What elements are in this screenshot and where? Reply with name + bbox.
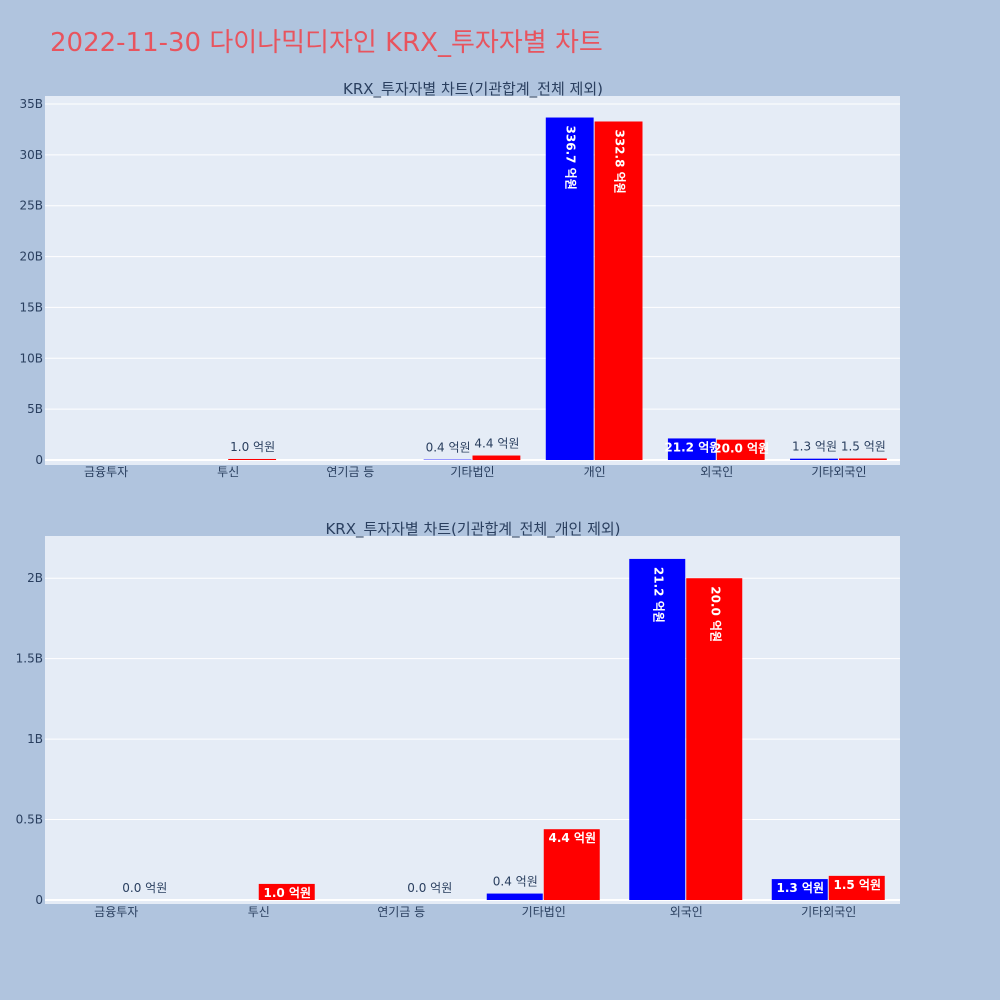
data-label: 1.5 억원 (841, 439, 886, 453)
bar (258, 883, 315, 900)
y-tick-label: 2B (27, 571, 43, 585)
y-tick-label: 25B (19, 199, 43, 213)
y-tick-label: 1B (27, 732, 43, 746)
x-tick-label: 금융투자 (94, 905, 138, 919)
bar (486, 893, 543, 900)
bar (686, 578, 743, 900)
y-tick-label: 0.5B (16, 813, 43, 827)
y-tick-label: 35B (19, 97, 43, 111)
data-label: 1.3 억원 (776, 881, 824, 895)
data-label: 332.8 억원 (613, 129, 627, 193)
data-label: 1.0 억원 (263, 886, 311, 900)
bar (667, 438, 716, 460)
data-label: 4.4 억원 (474, 437, 519, 451)
y-tick-label: 5B (27, 402, 43, 416)
bar (771, 879, 828, 900)
x-tick-label: 기타외국인 (811, 465, 866, 479)
data-label: 0.0 억원 (407, 881, 452, 895)
data-label: 20.0 억원 (708, 586, 722, 642)
x-tick-label: 기타외국인 (801, 905, 856, 919)
y-tick-label: 10B (19, 351, 43, 365)
data-label: 0.4 억원 (493, 875, 538, 889)
x-tick-label: 투신 (217, 465, 239, 479)
x-tick-label: 기타법인 (522, 905, 566, 919)
bar (543, 829, 600, 900)
x-tick-label: 연기금 등 (326, 465, 374, 479)
x-tick-label: 금융투자 (84, 465, 128, 479)
bar (472, 455, 521, 460)
x-tick-label: 개인 (584, 465, 606, 479)
y-tick-label: 30B (19, 148, 43, 162)
plot-area (45, 536, 900, 904)
data-label: 20.0 억원 (713, 442, 769, 456)
x-tick-label: 연기금 등 (377, 905, 425, 919)
data-label: 0.0 억원 (122, 881, 167, 895)
bar (828, 875, 885, 900)
x-tick-label: 외국인 (700, 465, 733, 479)
data-label: 4.4 억원 (548, 831, 596, 845)
x-tick-label: 외국인 (670, 905, 703, 919)
y-tick-label: 1.5B (16, 652, 43, 666)
y-tick-label: 0 (35, 893, 43, 907)
data-label: 1.3 억원 (792, 440, 837, 454)
bar (790, 458, 838, 460)
data-label: 0.4 억원 (426, 441, 471, 455)
bar (594, 121, 643, 460)
data-label: 21.2 억원 (664, 440, 720, 454)
bar (629, 558, 686, 900)
plot-area (45, 96, 900, 465)
y-tick-label: 15B (19, 300, 43, 314)
y-tick-label: 0 (35, 453, 43, 467)
y-tick-label: 20B (19, 250, 43, 264)
bar (228, 458, 277, 460)
page-title: 2022-11-30 다이나믹디자인 KRX_투자자별 차트 (50, 28, 603, 58)
bar (545, 117, 594, 460)
chart-title: KRX_투자자별 차트(기관합계_전체_개인 제외) (325, 520, 620, 539)
data-label: 21.2 억원 (651, 567, 665, 623)
bar (838, 458, 887, 460)
chart-title: KRX_투자자별 차트(기관합계_전체 제외) (343, 80, 603, 99)
data-label: 336.7 억원 (564, 126, 578, 190)
bar (716, 439, 765, 460)
data-label: 1.5 억원 (833, 878, 881, 892)
x-tick-label: 투신 (248, 905, 270, 919)
x-tick-label: 기타법인 (450, 465, 494, 479)
data-label: 1.0 억원 (230, 440, 275, 454)
